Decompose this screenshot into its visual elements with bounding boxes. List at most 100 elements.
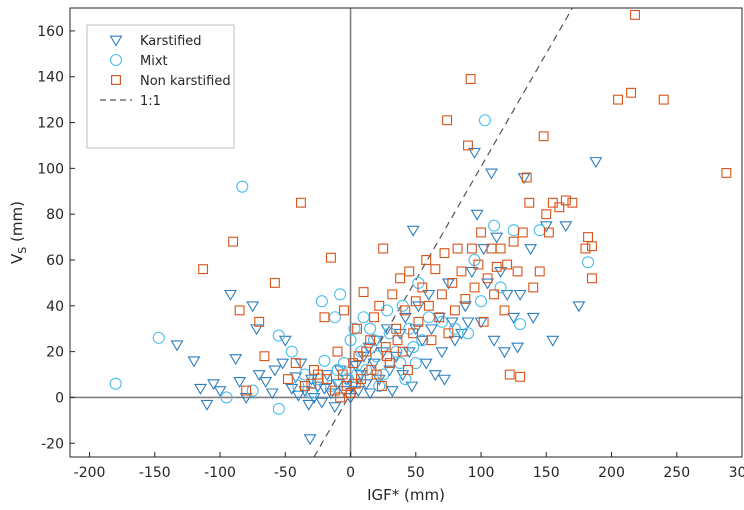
point-karstified [485,168,498,180]
point-non-karstified [254,316,265,327]
point-karstified [385,386,399,398]
point-non-karstified [504,369,515,380]
point-karstified [470,209,484,221]
point-karstified [490,232,504,244]
point-karstified [252,370,266,382]
point-mixt [152,331,165,344]
point-non-karstified [335,392,346,403]
reference-line-1-1 [313,7,573,458]
point-karstified [465,267,479,279]
point-karstified [500,289,514,301]
point-karstified [315,397,329,409]
point-karstified [239,393,253,405]
point-mixt [370,350,383,363]
point-karstified [328,402,342,414]
x-tick-label: 300 [729,465,744,481]
y-tick-label: 0 [55,390,64,406]
point-karstified [474,317,488,329]
point-non-karstified [465,74,476,84]
point-mixt [246,384,259,397]
point-non-karstified [721,167,732,178]
point-non-karstified [512,266,523,277]
point-karstified [213,386,227,398]
point-karstified [298,386,312,398]
x-axis: -200 -150 -100 -50 0 50 100 150 200 250 300 [74,452,744,481]
point-karstified [559,221,573,233]
y-tick-label: 60 [46,253,64,269]
point-karstified [268,365,282,377]
point-non-karstified [456,266,467,277]
y-axis: -20 0 20 40 60 80 100 120 140 160 [37,24,75,452]
y-axis-label-main: V [8,253,26,264]
point-mixt [357,311,370,324]
point-non-karstified [541,209,552,220]
point-mixt [348,322,361,335]
legend-label-non-karstified: Non karstified [140,74,231,89]
y-tick-label: 160 [37,24,64,40]
point-non-karstified [452,243,463,254]
point-non-karstified [439,248,450,259]
x-tick-label: -100 [204,465,236,481]
y-axis-label-subscript: S [16,247,29,254]
point-non-karstified [466,243,477,254]
point-non-karstified [397,346,408,357]
point-non-karstified [228,236,239,247]
point-karstified [411,301,425,313]
point-karstified [415,335,429,347]
point-non-karstified [366,364,377,375]
point-karstified [524,244,538,256]
point-non-karstified [460,293,471,304]
point-non-karstified [391,323,402,334]
point-karstified [200,399,214,411]
point-mixt [298,368,311,381]
point-karstified [285,383,299,395]
x-tick-label: -200 [74,465,106,481]
point-mixt [109,377,122,390]
x-tick-label: 200 [598,465,625,481]
point-non-karstified [613,94,623,105]
point-non-karstified [586,273,597,284]
point-mixt [533,224,546,237]
point-non-karstified [502,259,513,270]
point-non-karstified [528,282,539,293]
point-mixt [315,295,328,308]
point-karstified [546,335,560,347]
point-karstified [233,377,247,388]
point-non-karstified [403,364,413,375]
point-non-karstified [583,232,593,243]
point-mixt [344,334,357,347]
point-karstified [351,386,365,398]
x-tick-label: 150 [533,465,560,481]
x-tick-label: 0 [346,465,355,481]
point-non-karstified [374,300,385,311]
point-karstified [511,342,525,354]
x-tick-label: 250 [663,465,690,481]
point-mixt [305,386,318,399]
point-non-karstified [326,252,336,263]
point-mixt [399,373,412,386]
y-axis-label-unit: (mm) [8,201,26,247]
legend-marker-non-karstified [111,75,121,85]
point-non-karstified [491,261,502,272]
point-non-karstified [392,335,403,346]
point-mixt [416,334,429,347]
point-non-karstified [524,197,535,208]
legend-marker-mixt [109,53,123,67]
point-non-karstified [543,227,554,238]
point-karstified [246,301,260,313]
point-karstified [349,360,363,372]
point-non-karstified [404,266,415,277]
point-non-karstified [358,287,369,298]
point-non-karstified [309,364,319,375]
point-non-karstified [259,351,270,362]
y-tick-label: 120 [37,116,64,132]
point-mixt [422,311,435,324]
point-mixt [364,322,377,335]
point-non-karstified [382,351,393,362]
point-non-karstified [567,197,578,208]
point-mixt [507,224,520,237]
point-non-karstified [515,371,526,382]
x-tick-label: -50 [274,465,297,481]
y-tick-label: 100 [37,161,64,177]
